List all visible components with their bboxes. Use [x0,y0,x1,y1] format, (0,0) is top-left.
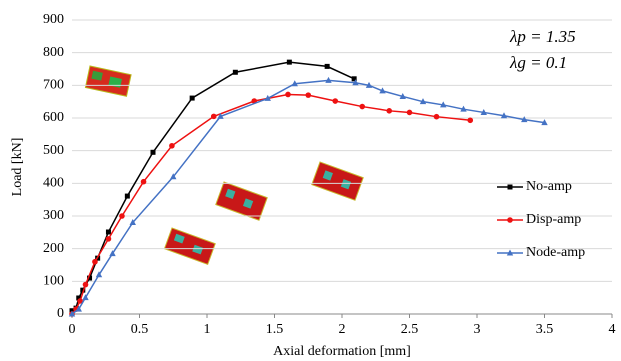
series-line [72,80,545,314]
data-point [151,150,156,155]
x-tick-label: 2 [339,322,346,337]
x-tick-label: 0 [69,322,76,337]
y-tick-label: 300 [43,208,64,223]
x-tick-label: 1.5 [266,322,284,337]
legend-marker [507,217,513,223]
y-tick-label: 200 [43,241,64,256]
data-point [305,92,311,98]
data-point [190,96,195,101]
inset-images [85,66,363,264]
data-point [125,194,130,199]
y-tick-label: 100 [43,274,64,289]
x-tick-label: 1 [204,322,211,337]
y-tick-label: 700 [43,78,64,93]
y-axis-label: Load [kN] [10,138,25,197]
data-point [211,114,217,120]
data-point [169,143,175,149]
annotation: λp = 1.35 [509,27,576,46]
data-point [467,117,473,123]
series-line [72,62,354,311]
legend-label: Disp-amp [526,212,581,227]
y-tick-label: 800 [43,45,64,60]
data-point [141,179,147,185]
y-tick-label: 900 [43,12,64,27]
data-point [386,108,392,114]
legend-marker [508,185,513,190]
x-tick-label: 2.5 [401,322,419,337]
data-point [407,110,413,116]
data-point [119,213,125,219]
chart: Axial deformation [mm] Load [kN] λp = 1.… [0,0,621,361]
y-tick-label: 600 [43,110,64,125]
data-point [287,60,292,65]
data-point [83,282,89,288]
legend-label: Node-amp [526,245,585,260]
data-point [233,70,238,75]
x-tick-label: 3 [474,322,481,337]
data-point [359,104,365,110]
data-point [106,236,112,242]
data-point [92,259,98,265]
data-point [332,98,338,104]
y-tick-label: 500 [43,143,64,158]
x-tick-label: 3.5 [536,322,554,337]
legend-label: No-amp [526,179,572,194]
data-point [434,114,440,120]
data-point [325,64,330,69]
y-tick-label: 400 [43,176,64,191]
data-point [106,230,111,235]
annotation: λg = 0.1 [509,53,567,72]
x-tick-label: 0.5 [131,322,149,337]
x-axis-label: Axial deformation [mm] [273,344,411,359]
data-point [285,92,291,98]
y-tick-label: 0 [57,306,64,321]
x-tick-label: 4 [609,322,616,337]
